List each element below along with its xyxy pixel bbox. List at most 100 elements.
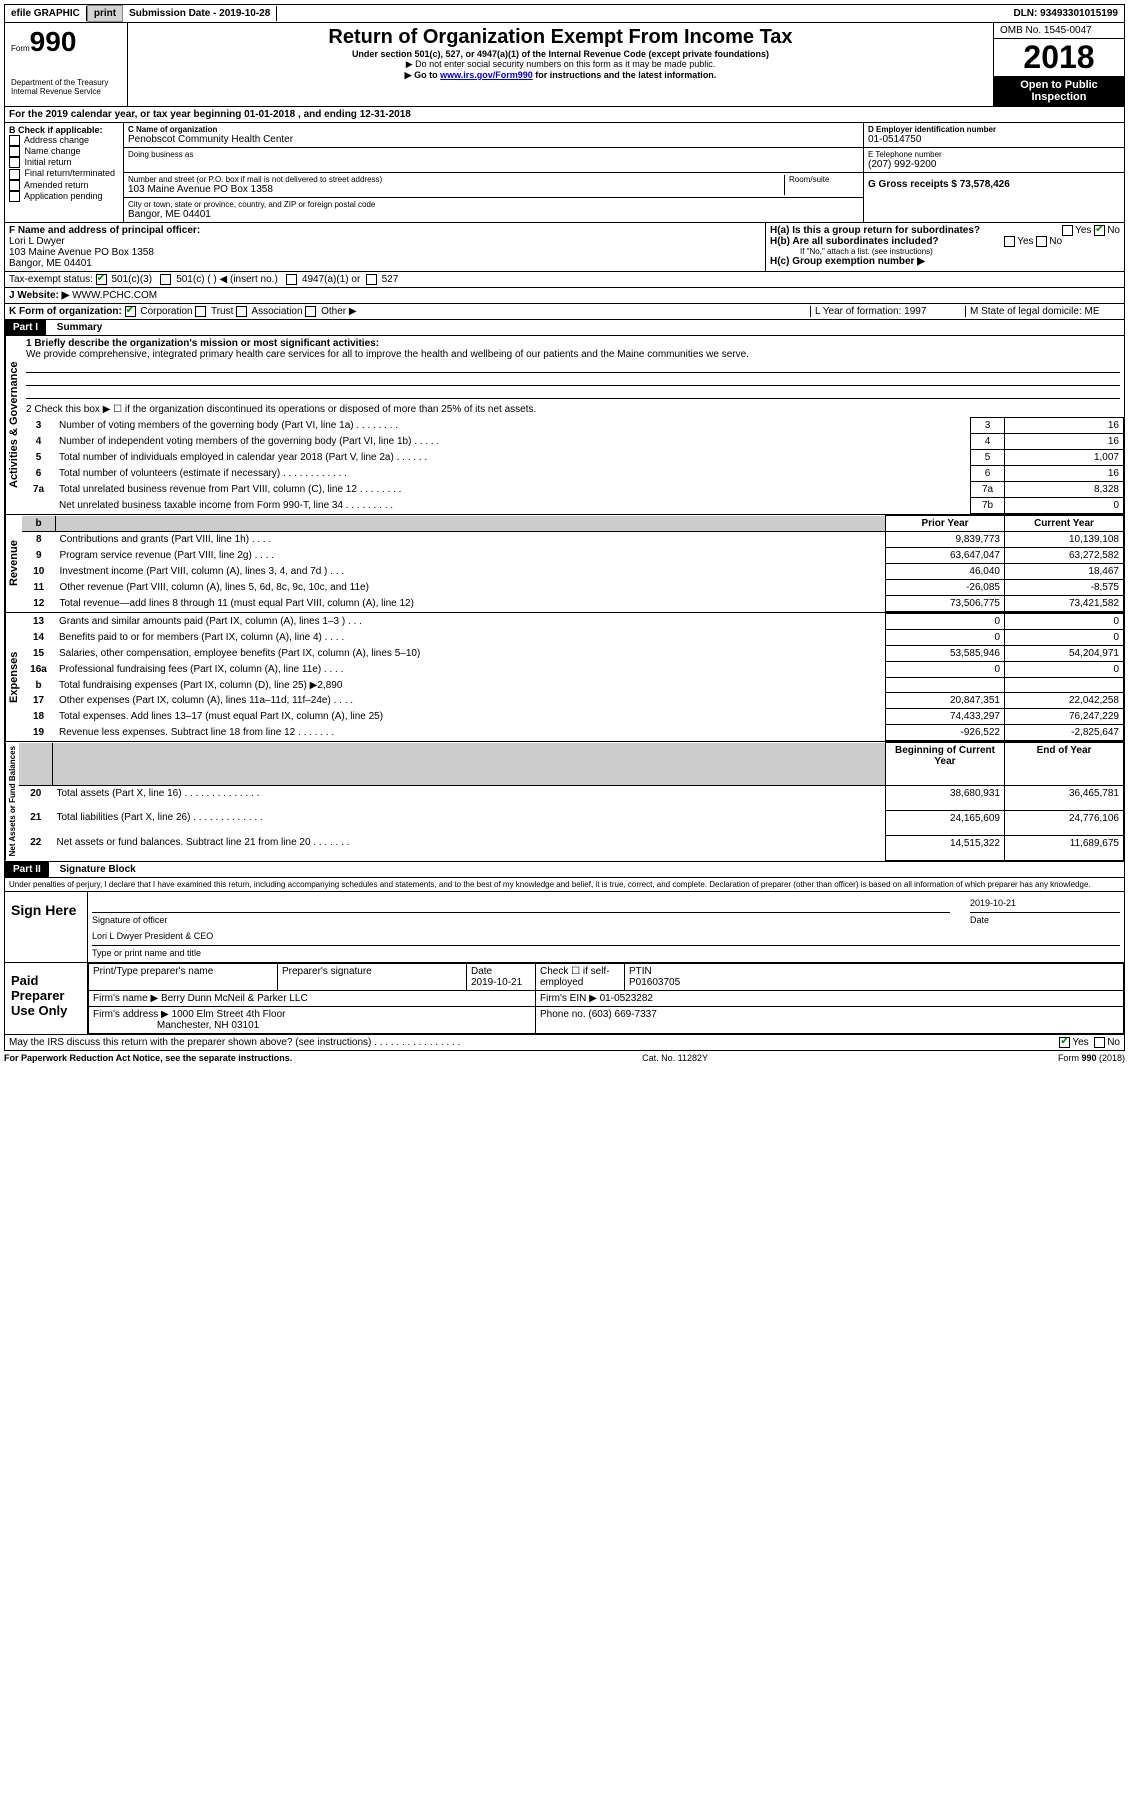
d-label: D Employer identification number: [868, 125, 1120, 134]
table-row: 15Salaries, other compensation, employee…: [22, 646, 1124, 662]
line-klm: K Form of organization: Corporation Trus…: [4, 304, 1125, 320]
officer-typed-name: Lori L Dwyer President & CEO: [92, 931, 1120, 946]
table-row: 9Program service revenue (Part VIII, lin…: [22, 548, 1124, 564]
table-row: 17Other expenses (Part IX, column (A), l…: [22, 693, 1124, 709]
table-row: 22Net assets or fund balances. Subtract …: [19, 835, 1124, 860]
subtitle-2: ▶ Do not enter social security numbers o…: [134, 59, 987, 70]
paid-preparer-block: Paid Preparer Use Only Print/Type prepar…: [4, 963, 1125, 1035]
table-row: 19Revenue less expenses. Subtract line 1…: [22, 725, 1124, 741]
ha-no-check[interactable]: [1094, 225, 1105, 236]
b-option: Initial return: [9, 157, 119, 168]
hc-label: H(c) Group exemption number ▶: [770, 256, 1120, 267]
form-word: Form: [11, 44, 30, 53]
ptin: P01603705: [629, 977, 680, 988]
efile-label: efile GRAPHIC: [5, 6, 87, 21]
expenses-table: 13Grants and similar amounts paid (Part …: [22, 613, 1124, 741]
subtitle-3b: for instructions and the latest informat…: [533, 70, 717, 80]
org-city: Bangor, ME 04401: [128, 209, 859, 220]
org-name: Penobscot Community Health Center: [128, 134, 859, 145]
tax-year: 2018: [994, 39, 1124, 76]
table-row: 10Investment income (Part VIII, column (…: [22, 564, 1124, 580]
governance-table: 3Number of voting members of the governi…: [22, 417, 1124, 514]
dba-label: Doing business as: [128, 150, 859, 159]
discuss-yes-check[interactable]: [1059, 1037, 1070, 1048]
room-label: Room/suite: [784, 175, 859, 195]
expenses-section: Expenses 13Grants and similar amounts pa…: [4, 613, 1125, 742]
501c-check[interactable]: [160, 274, 171, 285]
addr-label: Number and street (or P.O. box if mail i…: [128, 175, 784, 184]
hb-yes-check[interactable]: [1004, 236, 1015, 247]
sig-date: 2019-10-21: [970, 898, 1120, 913]
ha-yes-check[interactable]: [1062, 225, 1073, 236]
table-row: 14Benefits paid to or for members (Part …: [22, 630, 1124, 646]
discuss-no-check[interactable]: [1094, 1037, 1105, 1048]
discuss-row: May the IRS discuss this return with the…: [4, 1035, 1125, 1051]
officer-addr1: 103 Maine Avenue PO Box 1358: [9, 247, 154, 258]
dept-label: Department of the Treasury Internal Reve…: [11, 78, 121, 96]
e-label: E Telephone number: [868, 150, 1120, 159]
form-header: Form990 Department of the Treasury Inter…: [4, 23, 1125, 107]
firm-phone: (603) 669-7337: [588, 1009, 656, 1020]
net-section: Net Assets or Fund Balances Beginning of…: [4, 742, 1125, 861]
penalties-text: Under penalties of perjury, I declare th…: [4, 878, 1125, 892]
table-row: 18Total expenses. Add lines 13–17 (must …: [22, 709, 1124, 725]
table-row: 13Grants and similar amounts paid (Part …: [22, 614, 1124, 630]
m-label: M State of legal domicile: ME: [965, 306, 1120, 317]
part-ii-header: Part II Signature Block: [4, 862, 1125, 878]
subtitle-1: Under section 501(c), 527, or 4947(a)(1)…: [134, 49, 987, 59]
hb-no-check[interactable]: [1036, 236, 1047, 247]
b-option: Name change: [9, 146, 119, 157]
footer: For Paperwork Reduction Act Notice, see …: [4, 1051, 1125, 1065]
table-row: 7aTotal unrelated business revenue from …: [22, 482, 1124, 498]
table-row: 4Number of independent voting members of…: [22, 434, 1124, 450]
subtitle-3a: ▶ Go to: [405, 70, 440, 80]
501c3-check[interactable]: [96, 274, 107, 285]
website: WWW.PCHC.COM: [72, 290, 157, 301]
b-option: Application pending: [9, 191, 119, 202]
b-option: Address change: [9, 135, 119, 146]
c-name-label: C Name of organization: [128, 125, 859, 134]
org-addr: 103 Maine Avenue PO Box 1358: [128, 184, 784, 195]
section-bcde: B Check if applicable: Address change Na…: [4, 123, 1125, 223]
form-footer: Form 990 (2018): [1058, 1053, 1125, 1063]
form-number: 990: [30, 26, 77, 57]
activities-label: Activities & Governance: [5, 336, 22, 514]
net-table: Beginning of Current YearEnd of Year20To…: [19, 742, 1124, 860]
form-title: Return of Organization Exempt From Incom…: [134, 26, 987, 49]
table-row: 8Contributions and grants (Part VIII, li…: [22, 532, 1124, 548]
sign-here-block: Sign Here Signature of officer 2019-10-2…: [4, 892, 1125, 963]
line-a: For the 2019 calendar year, or tax year …: [4, 107, 1125, 123]
omb-label: OMB No. 1545-0047: [994, 23, 1124, 39]
527-check[interactable]: [366, 274, 377, 285]
irs-link[interactable]: www.irs.gov/Form990: [440, 70, 533, 80]
print-button[interactable]: print: [87, 5, 123, 22]
firm-ein: 01-0523282: [600, 993, 653, 1004]
dln-label: DLN: 93493301015199: [1007, 6, 1124, 21]
line-j: J Website: ▶ WWW.PCHC.COM: [4, 288, 1125, 304]
table-row: 6Total number of volunteers (estimate if…: [22, 466, 1124, 482]
table-row: 20Total assets (Part X, line 16) . . . .…: [19, 785, 1124, 810]
4947-check[interactable]: [286, 274, 297, 285]
b-label: B Check if applicable:: [9, 125, 119, 135]
firm-name: Berry Dunn McNeil & Parker LLC: [161, 993, 308, 1004]
table-row: 5Total number of individuals employed in…: [22, 450, 1124, 466]
ha-label: H(a) Is this a group return for subordin…: [770, 225, 980, 236]
table-row: 3Number of voting members of the governi…: [22, 418, 1124, 434]
ein: 01-0514750: [868, 134, 1120, 145]
officer-addr2: Bangor, ME 04401: [9, 258, 92, 269]
mission-text: We provide comprehensive, integrated pri…: [26, 349, 749, 360]
table-row: 11Other revenue (Part VIII, column (A), …: [22, 580, 1124, 596]
top-bar: efile GRAPHIC print Submission Date - 20…: [4, 4, 1125, 23]
table-row: 16aProfessional fundraising fees (Part I…: [22, 662, 1124, 678]
revenue-table: bPrior YearCurrent Year8Contributions an…: [22, 515, 1124, 612]
sig-officer-label: Signature of officer: [92, 915, 167, 925]
b-option: Final return/terminated: [9, 168, 119, 179]
f-label: F Name and address of principal officer:: [9, 225, 200, 236]
preparer-table: Print/Type preparer's name Preparer's si…: [88, 963, 1124, 1034]
i-label: Tax-exempt status:: [9, 274, 93, 285]
line2: 2 Check this box ▶ ☐ if the organization…: [22, 402, 1124, 417]
hb-note: If "No," attach a list. (see instruction…: [770, 247, 1120, 256]
phone: (207) 992-9200: [868, 159, 1120, 170]
g-label: G Gross receipts $ 73,578,426: [868, 179, 1120, 190]
part-i-header: Part I Summary: [4, 320, 1125, 336]
